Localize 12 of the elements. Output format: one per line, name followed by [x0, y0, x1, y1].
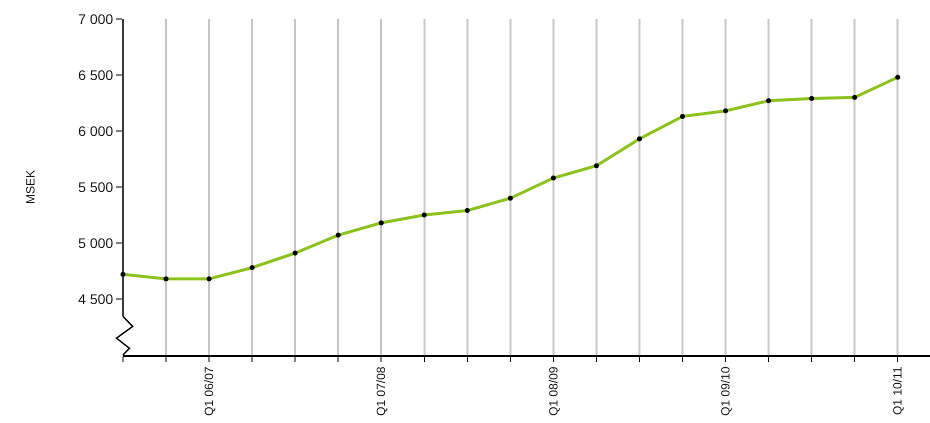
x-tick-label: Q1 10/11: [890, 366, 905, 416]
y-tick-label: 6 000: [78, 122, 114, 139]
y-tick-label: 6 500: [78, 66, 114, 83]
y-tick-label: 5 500: [78, 178, 114, 195]
y-tick-label: 5 000: [78, 234, 114, 251]
x-tick-label: Q1 06/07: [202, 366, 216, 416]
x-tick-label: Q1 07/08: [374, 366, 388, 416]
x-tick-label: Q1 09/10: [718, 366, 732, 416]
y-tick-label: 7 000: [78, 10, 114, 27]
y-tick-label: 4 500: [78, 290, 114, 307]
y-axis-title: MSEK: [23, 170, 38, 204]
x-tick-label: Q1 08/09: [546, 366, 560, 416]
